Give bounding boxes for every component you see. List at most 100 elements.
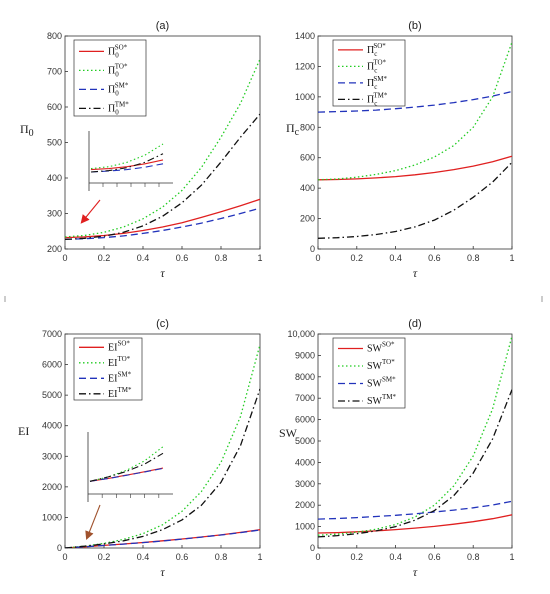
y-tick-label: 5000: [295, 436, 315, 446]
x-tick-label: 0.8: [467, 253, 480, 263]
y-tick-label: 1400: [295, 31, 315, 41]
x-tick-label: 0.8: [467, 552, 480, 562]
panel-b: (b) 0 0.2 0.4 0.6 0.8 1 0 200 400 600 800 1000 1200 14…: [286, 20, 515, 280]
y-tick-label: 7000: [295, 393, 315, 403]
x-tick-label: 0.6: [176, 552, 189, 562]
y-tick-label: 5000: [42, 390, 62, 400]
y-tick-label: 3000: [42, 451, 62, 461]
zoom-arrow: [85, 504, 101, 541]
legend-label-sm: SWSM*: [367, 376, 396, 390]
series-line-tm: [65, 113, 260, 241]
series-line-tm: [318, 389, 512, 538]
x-tick-label: 1: [257, 253, 262, 263]
x-tick-label: 1: [509, 552, 514, 562]
x-tick-label: 0.4: [137, 552, 150, 562]
legend-box: [73, 39, 147, 117]
y-axis-label: SW: [279, 426, 298, 440]
legend-label-so: EISO*: [108, 339, 130, 353]
legend: SWSO* SWTO* SWSM* SWTM*: [332, 337, 406, 409]
x-tick-label: 0: [62, 253, 67, 263]
y-tick-label: 7000: [42, 329, 62, 339]
x-axis-label: τ: [160, 565, 165, 579]
y-tick-label: 4000: [295, 457, 315, 467]
x-tick-label: 0.2: [351, 552, 364, 562]
legend-label-so: ΠcSO*: [367, 42, 386, 58]
legend-label-tm: Π0TM*: [108, 100, 129, 116]
inset-zoom: [80, 131, 173, 224]
y-tick-label: 8000: [295, 372, 315, 382]
y-tick-label: 1000: [295, 92, 315, 102]
y-tick-label: 0: [57, 543, 62, 553]
series-line-sm: [318, 500, 512, 520]
inset-line-sm: [90, 163, 164, 173]
legend-label-to: SWTO*: [367, 358, 395, 372]
legend-label-sm: EISM*: [108, 370, 132, 384]
x-axis-label: τ: [413, 565, 418, 579]
legend: ΠcSO*ΠcTO*ΠcSM*ΠcTM*: [332, 39, 406, 107]
y-tick-label: 4000: [42, 421, 62, 431]
series-line-so: [318, 155, 512, 181]
legend-label-so: SWSO*: [367, 341, 395, 355]
y-tick-label: 1000: [42, 512, 62, 522]
x-tick-label: 0.6: [428, 253, 441, 263]
legend-label-sm: ΠcSM*: [367, 75, 387, 91]
plot-frame: [317, 35, 513, 250]
x-axis-label: τ: [413, 266, 418, 280]
y-tick-label: 800: [300, 122, 315, 132]
panel-d: (d) 0 0.2 0.4 0.6 0.8 1 0 1000 2000 3000 4000 5000 60…: [279, 318, 515, 579]
x-tick-label: 0: [315, 253, 320, 263]
y-tick-label: 2000: [295, 500, 315, 510]
legend-box: [332, 337, 406, 409]
x-tick-label: 0.4: [389, 253, 402, 263]
legend-label-to: ΠcTO*: [367, 58, 387, 74]
y-tick-label: 200: [47, 244, 62, 254]
x-axis-label: τ: [160, 266, 165, 280]
y-tick-label: 400: [300, 183, 315, 193]
y-tick-label: 10,000: [287, 329, 315, 339]
y-tick-label: 400: [47, 173, 62, 183]
legend-label-to: Π0TO*: [108, 62, 128, 78]
y-tick-label: 3000: [295, 479, 315, 489]
panel-title: (c): [156, 318, 169, 330]
x-tick-label: 0.2: [98, 253, 111, 263]
inset-line-to: [89, 446, 164, 482]
x-tick-label: 1: [257, 552, 262, 562]
y-tick-label: 0: [310, 244, 315, 254]
x-tick-label: 0.2: [98, 552, 111, 562]
legend-label-tm: ΠcTM*: [367, 91, 388, 107]
series-line-tm: [318, 161, 512, 239]
y-tick-label: 700: [47, 67, 62, 77]
y-tick-label: 1000: [295, 522, 315, 532]
y-tick-label: 1200: [295, 61, 315, 71]
inset-line-tm: [90, 153, 164, 173]
series-line-to: [318, 41, 512, 181]
y-tick-label: 800: [47, 31, 62, 41]
y-tick-label: 600: [300, 153, 315, 163]
y-tick-label: 9000: [295, 350, 315, 360]
plot-frame: [64, 333, 261, 549]
panel-title: (b): [408, 20, 421, 32]
legend-label-tm: SWTM*: [367, 393, 397, 407]
y-axis-label: Πc: [286, 121, 300, 138]
inset-line-tm: [89, 452, 164, 482]
x-tick-label: 0.8: [215, 552, 228, 562]
y-axis-label: EI: [18, 424, 29, 438]
y-tick-label: 200: [300, 214, 315, 224]
legend-box: [332, 39, 406, 107]
series-line-to: [318, 335, 512, 536]
legend-label-sm: Π0SM*: [108, 81, 129, 97]
x-tick-label: 1: [509, 253, 514, 263]
zoom-arrow: [80, 199, 101, 224]
y-tick-label: 0: [310, 543, 315, 553]
inset-line-sm: [89, 467, 164, 482]
legend-label-so: Π0SO*: [108, 43, 128, 59]
legend: EISO* EITO*EISM* EITM*: [73, 337, 143, 401]
x-tick-label: 0.2: [351, 253, 364, 263]
y-tick-label: 6000: [295, 415, 315, 425]
y-tick-label: 2000: [42, 482, 62, 492]
y-tick-label: 500: [47, 138, 62, 148]
series-line-sm: [65, 207, 260, 241]
series-line-so: [65, 529, 260, 548]
legend-label-to: EITO*: [108, 355, 131, 369]
